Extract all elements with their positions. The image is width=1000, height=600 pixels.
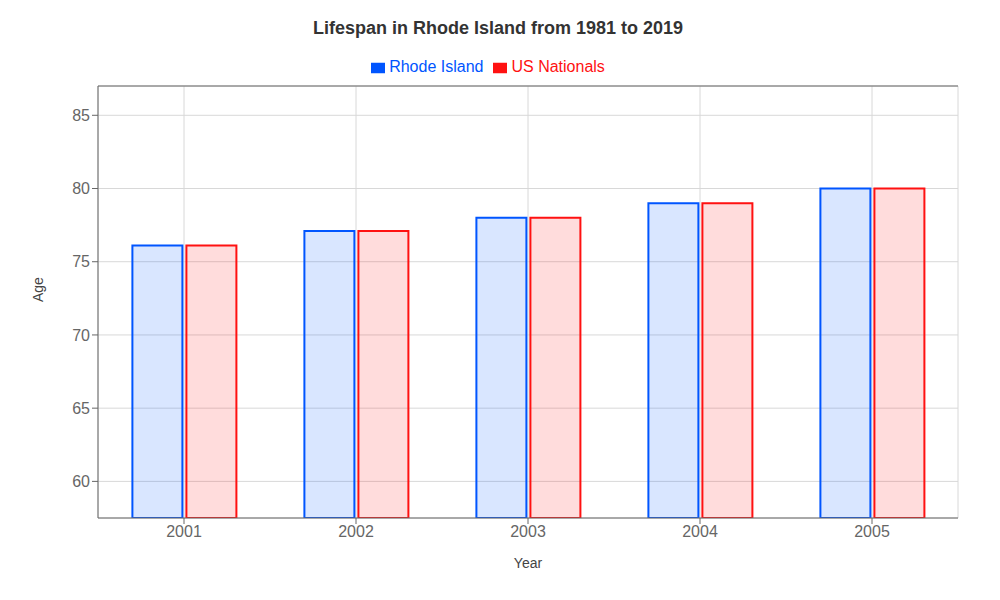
svg-text:80: 80 (72, 180, 90, 197)
html-text:US Nationals: US Nationals (511, 58, 605, 75)
svg-text:65: 65 (72, 400, 90, 417)
svg-text:70: 70 (72, 327, 90, 344)
svg-text:Age: Age (30, 277, 46, 302)
svg-text:2005: 2005 (854, 523, 890, 540)
svg-text:2003: 2003 (510, 523, 546, 540)
html-text:Rhode Island: Rhode Island (389, 58, 484, 75)
svg-text:2004: 2004 (682, 523, 718, 540)
html-text:Lifespan in Rhode Island from: Lifespan in Rhode Island from 1981 to 20… (312, 18, 683, 38)
svg-text:2001: 2001 (166, 523, 202, 540)
svg-text:60: 60 (72, 473, 90, 490)
svg-text:2002: 2002 (338, 523, 374, 540)
svg-text:85: 85 (72, 107, 90, 124)
svg-text:75: 75 (72, 253, 90, 270)
svg-text:Year: Year (514, 555, 543, 571)
